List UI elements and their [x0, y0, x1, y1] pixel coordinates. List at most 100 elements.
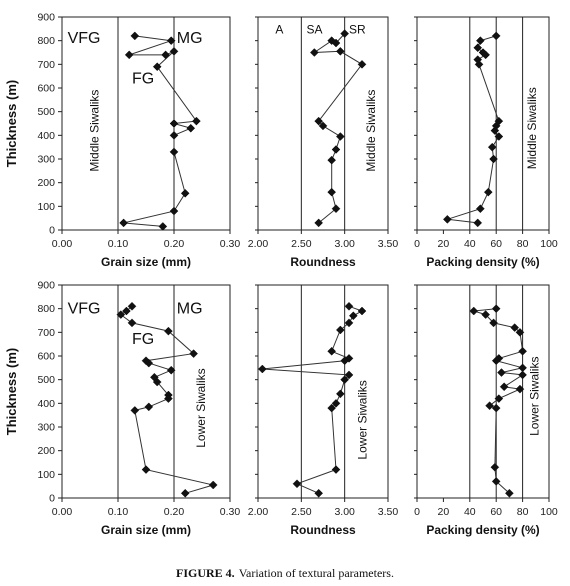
- x-axis-label: Roundness: [290, 255, 356, 269]
- x-tick-label: 0.30: [220, 238, 241, 250]
- y-tick-label: 100: [37, 201, 55, 213]
- data-point: [130, 406, 140, 415]
- data-point: [327, 187, 337, 197]
- panel-bottom-grain-size: 0 100 200 300 400 500 600 700 800 900 Thickness (m…: [4, 280, 240, 538]
- data-point: [485, 401, 494, 411]
- x-axis-label: Roundness: [290, 523, 356, 537]
- x-axis-label: Packing density (%): [426, 255, 539, 269]
- y-tick-label: 600: [37, 351, 55, 363]
- data-point: [327, 36, 337, 46]
- x-tick-label: 0.00: [52, 238, 73, 250]
- y-tick-label: 400: [37, 130, 55, 142]
- data-point: [357, 59, 367, 69]
- data-point: [489, 154, 498, 164]
- x-axis-label: Grain size (mm): [101, 255, 191, 269]
- x-tick-label: 3.00: [334, 506, 355, 518]
- y-tick-label: 0: [49, 493, 55, 505]
- data-point: [491, 356, 501, 366]
- annotation: A: [275, 23, 283, 37]
- annotation: Middle Siwaliks: [87, 90, 101, 172]
- x-tick-label: 0.20: [164, 238, 185, 250]
- data-point: [340, 29, 350, 38]
- figure-caption: FIGURE 4. Variation of textural parameter…: [176, 566, 394, 580]
- data-point: [515, 384, 525, 394]
- caption-text: Variation of textural parameters.: [239, 566, 394, 580]
- x-tick-label: 100: [540, 238, 558, 250]
- data-point: [494, 394, 504, 403]
- data-point: [130, 31, 140, 41]
- data-point: [152, 377, 162, 387]
- data-point: [161, 50, 170, 60]
- data-point: [491, 31, 501, 41]
- data-point: [476, 204, 485, 214]
- x-tick-label: 100: [540, 506, 558, 518]
- y-tick-label: 100: [37, 469, 55, 481]
- data-point: [314, 116, 324, 126]
- data-point: [186, 123, 196, 133]
- data-point: [180, 488, 190, 498]
- data-point: [357, 306, 367, 316]
- data-point: [164, 326, 173, 336]
- data-point: [292, 479, 302, 489]
- data-point: [348, 311, 358, 321]
- annotation: SA: [307, 23, 323, 37]
- data-point: [491, 304, 501, 314]
- data-point: [314, 218, 324, 228]
- y-tick-label: 300: [37, 154, 55, 166]
- data-point: [122, 306, 131, 316]
- data-point: [166, 36, 176, 46]
- data-point: [335, 132, 345, 141]
- data-point: [144, 358, 154, 368]
- data-point: [158, 222, 168, 231]
- data-point: [169, 130, 179, 140]
- annotation: VFG: [68, 300, 101, 317]
- data-point: [483, 187, 493, 197]
- data-point: [169, 46, 179, 56]
- data-point: [119, 218, 128, 228]
- data-point: [490, 126, 500, 135]
- x-tick-label: 0.20: [164, 506, 185, 518]
- data-point: [497, 368, 506, 377]
- caption-label: FIGURE 4.: [176, 566, 235, 580]
- data-point: [344, 318, 354, 328]
- x-tick-label: 0.10: [108, 506, 129, 518]
- data-point: [494, 132, 504, 141]
- data-point: [327, 155, 337, 165]
- annotation: Lower Siwaliks: [527, 357, 541, 436]
- y-tick-label: 500: [37, 374, 55, 386]
- x-tick-label: 2.50: [291, 238, 312, 250]
- data-point: [491, 477, 501, 486]
- x-tick-label: 20: [438, 506, 450, 518]
- x-tick-label: 20: [438, 238, 450, 250]
- data-point: [473, 218, 483, 228]
- data-point: [481, 50, 490, 60]
- x-tick-label: 80: [517, 238, 529, 250]
- y-tick-label: 800: [37, 35, 55, 47]
- data-point: [518, 346, 527, 356]
- annotation: Middle Siwaliks: [525, 87, 539, 169]
- data-point: [340, 356, 350, 366]
- data-point: [344, 370, 354, 380]
- y-tick-label: 900: [37, 12, 55, 24]
- x-tick-label: 3.50: [378, 238, 399, 250]
- data-point: [491, 403, 501, 413]
- x-tick-label: 80: [517, 506, 529, 518]
- series-line: [447, 35, 500, 224]
- x-tick-label: 3.00: [334, 238, 355, 250]
- y-tick-label: 200: [37, 445, 55, 457]
- data-point: [489, 318, 498, 328]
- plot-frame: [61, 16, 231, 231]
- data-point: [331, 465, 341, 474]
- data-point: [208, 480, 218, 490]
- data-point: [490, 462, 500, 472]
- annotation: Middle Siwaliks: [364, 90, 378, 172]
- x-axis-label: Packing density (%): [426, 523, 539, 537]
- x-axis-label: Grain size (mm): [101, 523, 191, 537]
- data-point: [335, 325, 345, 335]
- data-point: [180, 188, 190, 198]
- annotation: SR: [349, 23, 366, 37]
- x-tick-label: 40: [464, 238, 476, 250]
- data-point: [144, 402, 154, 412]
